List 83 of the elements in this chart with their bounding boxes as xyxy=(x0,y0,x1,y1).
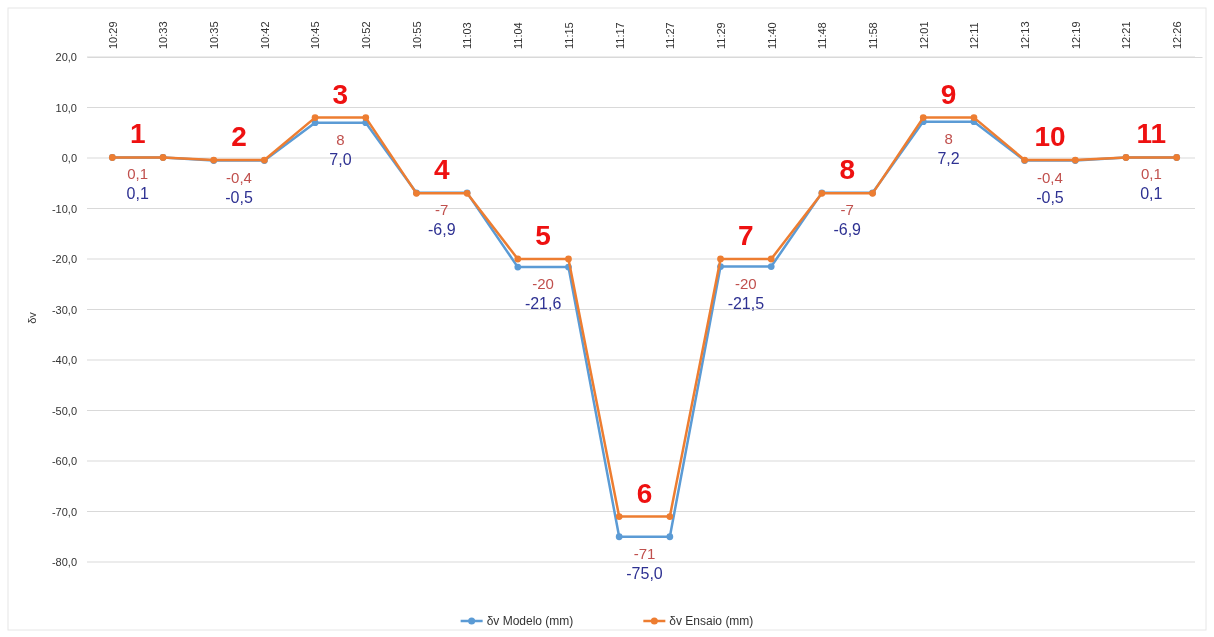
annotation: 4 xyxy=(433,154,450,186)
annotation: 10 xyxy=(1034,121,1066,153)
data-label: -0,4 xyxy=(226,168,252,186)
x-tick-label: 10:29 xyxy=(106,21,119,49)
point xyxy=(767,255,775,263)
y-tick-label: -20,0 xyxy=(51,253,77,266)
annotation: 1 xyxy=(129,118,146,150)
x-tick-label: 10:33 xyxy=(157,21,170,49)
point xyxy=(970,114,978,121)
legend-label: δv Modelo (mm) xyxy=(486,614,574,629)
x-tick-label: 11:17 xyxy=(613,22,626,49)
data-label: -75,0 xyxy=(626,564,663,582)
x-tick-label: 12:21 xyxy=(1120,21,1133,49)
x-tick-label: 11:15 xyxy=(562,22,575,49)
annotation: 7 xyxy=(738,220,754,251)
data-label: -20 xyxy=(735,274,757,292)
x-tick-label: 12:13 xyxy=(1018,21,1031,49)
point xyxy=(919,114,927,121)
x-tick-label: 11:29 xyxy=(714,22,727,49)
point xyxy=(717,255,724,263)
x-tick-label: 11:03 xyxy=(461,22,474,49)
y-axis-title: δv xyxy=(26,311,38,324)
data-label: -21,5 xyxy=(727,294,765,312)
data-label: -0,5 xyxy=(225,188,253,206)
data-label: -0,5 xyxy=(1036,188,1064,206)
annotation: 9 xyxy=(940,78,957,110)
x-tick-label: 11:40 xyxy=(765,22,778,49)
y-tick-label: -80,0 xyxy=(51,556,77,569)
x-tick-label: 11:48 xyxy=(816,22,829,49)
x-tick-label: 12:26 xyxy=(1171,21,1184,49)
y-tick-label: -40,0 xyxy=(51,354,77,367)
point xyxy=(615,513,623,520)
data-label: 8 xyxy=(944,129,953,147)
y-tick-label: -70,0 xyxy=(51,505,77,518)
x-tick-label: 12:19 xyxy=(1069,21,1082,49)
y-tick-label: -30,0 xyxy=(51,303,77,316)
x-tick-label: 10:52 xyxy=(360,21,373,49)
y-tick-label: 0,0 xyxy=(61,152,77,165)
data-label: -21,6 xyxy=(524,295,562,313)
legend-label: δv Ensaio (mm) xyxy=(669,614,754,629)
point xyxy=(311,114,319,121)
annotation: 8 xyxy=(839,154,856,186)
y-tick-label: -50,0 xyxy=(51,404,77,417)
y-tick-label: -60,0 xyxy=(51,455,77,468)
point xyxy=(666,513,674,520)
data-label: -7 xyxy=(840,201,854,219)
data-label: 8 xyxy=(336,130,345,148)
data-label: 7,0 xyxy=(329,150,352,168)
point xyxy=(514,255,522,263)
data-label: 0,1 xyxy=(1140,185,1163,203)
x-tick-label: 10:45 xyxy=(309,21,322,49)
point xyxy=(362,114,370,121)
annotation: 6 xyxy=(636,477,653,509)
data-label: 7,2 xyxy=(937,149,960,167)
data-label: -6,9 xyxy=(833,221,862,239)
y-tick-label: 20,0 xyxy=(55,51,77,64)
point xyxy=(666,533,674,541)
point xyxy=(565,255,572,263)
data-label: -7 xyxy=(435,201,449,219)
data-label: -6,9 xyxy=(427,221,456,239)
x-tick-label: 11:04 xyxy=(512,22,525,49)
y-tick-label: -10,0 xyxy=(51,202,77,215)
annotation: 3 xyxy=(332,78,349,110)
annotation: 11 xyxy=(1136,118,1167,150)
x-tick-label: 10:42 xyxy=(258,21,271,49)
data-label: -71 xyxy=(633,544,656,562)
x-tick-label: 11:58 xyxy=(866,22,879,49)
x-tick-label: 12:11 xyxy=(968,22,981,49)
point xyxy=(615,533,623,541)
annotation: 5 xyxy=(535,220,551,251)
x-tick-label: 11:27 xyxy=(664,22,677,49)
x-tick-label: 12:01 xyxy=(917,21,930,49)
point xyxy=(514,263,522,271)
data-label: -0,4 xyxy=(1037,168,1063,186)
x-tick-label: 10:55 xyxy=(410,21,423,49)
y-tick-label: 10,0 xyxy=(55,101,77,114)
annotation: 2 xyxy=(231,121,247,153)
data-label: 0,1 xyxy=(127,165,149,183)
data-label: -20 xyxy=(532,275,554,293)
x-tick-label: 10:35 xyxy=(208,21,221,49)
data-label: 0,1 xyxy=(1140,165,1162,183)
data-label: 0,1 xyxy=(126,185,149,203)
point xyxy=(767,263,775,270)
